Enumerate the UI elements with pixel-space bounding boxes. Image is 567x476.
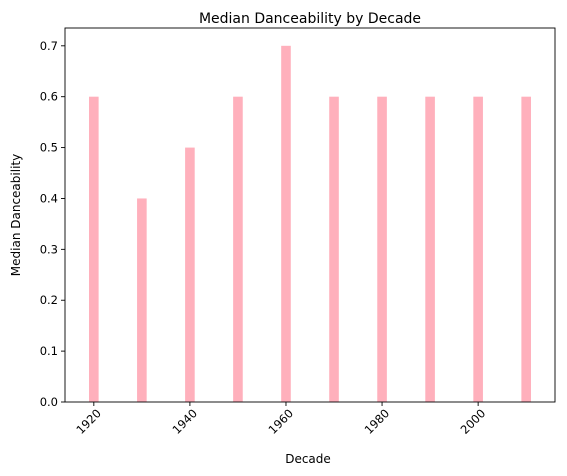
y-axis-label: Median Danceability (9, 154, 23, 276)
y-tick-label-5: 0.5 (40, 141, 58, 155)
bars-group (89, 45, 531, 403)
y-axis: 0.0 0.1 0.2 0.3 0.4 0.5 0.6 0.7 (40, 39, 65, 409)
x-tick-label-1920: 1920 (73, 406, 104, 437)
bar-1940 (185, 147, 195, 402)
plot-area (64, 27, 556, 403)
plot-frame (64, 27, 556, 403)
bar-1920 (89, 96, 99, 402)
bar-2000 (473, 96, 483, 402)
bar-1980 (377, 96, 387, 402)
bar-2010 (521, 96, 531, 402)
y-tick-label-3: 0.3 (40, 242, 58, 256)
y-tick-label-4: 0.4 (40, 191, 58, 205)
y-tick-label-2: 0.2 (40, 293, 58, 307)
x-tick-label-1960: 1960 (265, 406, 296, 437)
chart-title: Median Danceability by Decade (199, 11, 421, 27)
y-tick-label-7: 0.7 (40, 39, 58, 53)
x-tick-label-1980: 1980 (362, 406, 393, 437)
x-tick-label-1940: 1940 (169, 406, 200, 437)
x-axis: 1920 1940 1960 1980 2000 (73, 402, 488, 437)
y-tick-label-6: 0.6 (40, 90, 58, 104)
bar-1960 (281, 45, 291, 403)
bar-1990 (425, 96, 435, 402)
bar-1950 (233, 96, 243, 402)
x-axis-label: Decade (285, 452, 331, 466)
y-tick-label-0: 0.0 (40, 395, 58, 409)
y-tick-label-1: 0.1 (40, 344, 58, 358)
x-tick-label-2000: 2000 (458, 406, 489, 437)
bar-1930 (137, 198, 147, 402)
bar-1970 (329, 96, 339, 402)
